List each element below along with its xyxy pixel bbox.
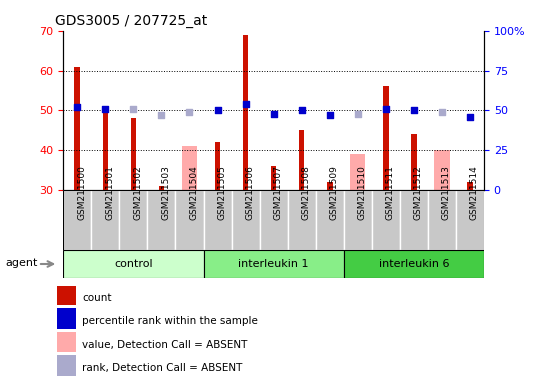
- Text: GSM211509: GSM211509: [330, 166, 339, 220]
- Text: GSM211502: GSM211502: [133, 166, 142, 220]
- Bar: [350, 154, 366, 190]
- Bar: [428, 190, 456, 250]
- Bar: [204, 250, 344, 278]
- Bar: [204, 190, 232, 250]
- Bar: [74, 66, 80, 190]
- Point: [157, 112, 166, 118]
- Point: [73, 104, 82, 110]
- Bar: [316, 190, 344, 250]
- Point: [270, 111, 278, 117]
- Bar: [271, 166, 277, 190]
- Text: GSM211511: GSM211511: [386, 166, 395, 220]
- Bar: [63, 250, 204, 278]
- Text: GSM211501: GSM211501: [106, 166, 114, 220]
- Bar: [57, 308, 76, 329]
- Text: interleukin 1: interleukin 1: [238, 259, 309, 269]
- Point: [438, 109, 447, 115]
- Bar: [327, 182, 333, 190]
- Point: [382, 106, 390, 112]
- Bar: [91, 190, 119, 250]
- Bar: [57, 355, 76, 376]
- Bar: [63, 190, 91, 250]
- Bar: [130, 118, 136, 190]
- Point: [409, 107, 418, 114]
- Bar: [372, 190, 400, 250]
- Text: GSM211503: GSM211503: [162, 166, 170, 220]
- Bar: [182, 146, 197, 190]
- Bar: [434, 150, 450, 190]
- Text: GDS3005 / 207725_at: GDS3005 / 207725_at: [55, 14, 207, 28]
- Text: percentile rank within the sample: percentile rank within the sample: [82, 316, 258, 326]
- Bar: [299, 130, 305, 190]
- Text: GSM211507: GSM211507: [274, 166, 283, 220]
- Text: GSM211508: GSM211508: [301, 166, 311, 220]
- Text: GSM211512: GSM211512: [414, 166, 423, 220]
- Point: [297, 107, 306, 114]
- Point: [353, 111, 362, 117]
- Text: GSM211514: GSM211514: [470, 166, 479, 220]
- Point: [101, 106, 110, 112]
- Text: agent: agent: [5, 258, 37, 268]
- Bar: [344, 250, 484, 278]
- Text: value, Detection Call = ABSENT: value, Detection Call = ABSENT: [82, 340, 248, 350]
- Bar: [57, 285, 76, 305]
- Text: GSM211510: GSM211510: [358, 166, 367, 220]
- Point: [465, 114, 474, 120]
- Point: [326, 112, 334, 118]
- Bar: [344, 190, 372, 250]
- Point: [213, 107, 222, 114]
- Bar: [102, 106, 108, 190]
- Bar: [260, 190, 288, 250]
- Text: control: control: [114, 259, 153, 269]
- Bar: [175, 190, 204, 250]
- Text: GSM211505: GSM211505: [218, 166, 227, 220]
- Bar: [383, 86, 389, 190]
- Text: count: count: [82, 293, 112, 303]
- Text: GSM211513: GSM211513: [442, 166, 451, 220]
- Point: [185, 109, 194, 115]
- Text: GSM211506: GSM211506: [245, 166, 255, 220]
- Bar: [467, 182, 473, 190]
- Bar: [147, 190, 175, 250]
- Text: GSM211500: GSM211500: [77, 166, 86, 220]
- Bar: [57, 332, 76, 353]
- Bar: [288, 190, 316, 250]
- Bar: [456, 190, 484, 250]
- Bar: [232, 190, 260, 250]
- Text: interleukin 6: interleukin 6: [378, 259, 449, 269]
- Bar: [243, 35, 249, 190]
- Bar: [400, 190, 428, 250]
- Text: rank, Detection Call = ABSENT: rank, Detection Call = ABSENT: [82, 363, 243, 373]
- Point: [129, 106, 138, 112]
- Text: GSM211504: GSM211504: [189, 166, 199, 220]
- Point: [241, 101, 250, 107]
- Bar: [158, 186, 164, 190]
- Bar: [119, 190, 147, 250]
- Bar: [214, 142, 221, 190]
- Bar: [411, 134, 417, 190]
